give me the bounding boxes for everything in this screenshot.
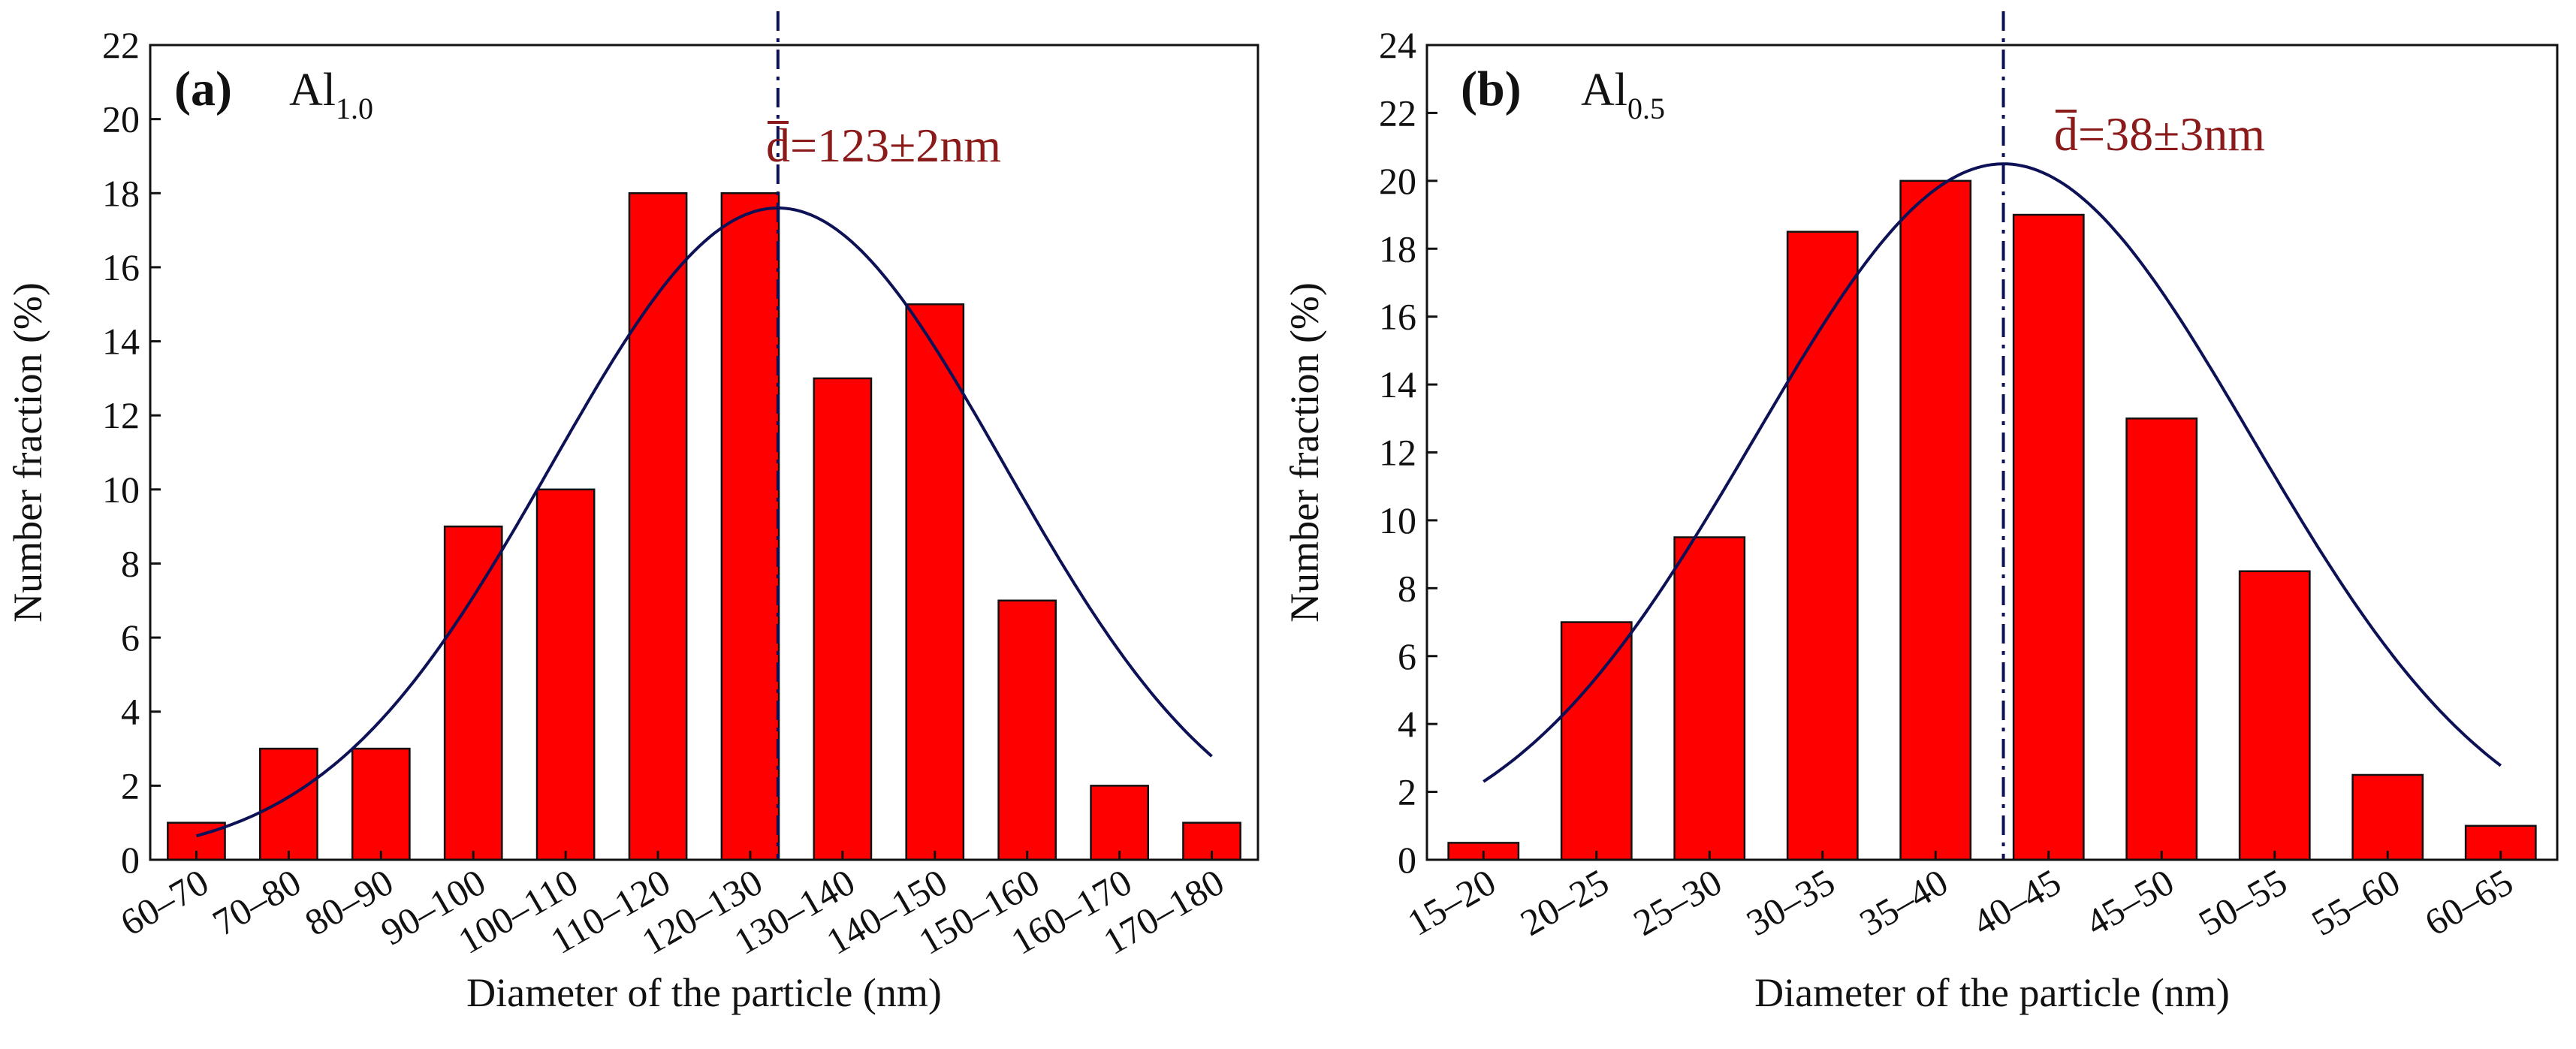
y-tick-label: 12 — [102, 394, 140, 436]
y-tick-label: 4 — [1398, 703, 1416, 745]
panel-label: (b) — [1461, 62, 1522, 116]
mean-annotation: d=38±3nm — [2054, 107, 2265, 161]
bar — [259, 747, 318, 861]
y-tick-label: 8 — [121, 542, 140, 584]
bar — [720, 192, 780, 861]
x-axis-label: Diameter of the particle (nm) — [466, 970, 942, 1015]
bar — [905, 303, 965, 861]
y-tick-label: 6 — [121, 616, 140, 659]
y-tick-label: 10 — [102, 469, 140, 511]
x-tick-label: 60–65 — [2418, 861, 2520, 944]
x-tick-label: 70–80 — [206, 861, 308, 944]
y-tick-label: 16 — [102, 246, 140, 288]
y-axis-label: Number fraction (%) — [5, 282, 50, 622]
x-tick-label: 25–30 — [1626, 861, 1728, 944]
x-axis-label: Diameter of the particle (nm) — [1754, 970, 2230, 1015]
y-tick-label: 12 — [1379, 432, 1416, 474]
y-tick-label: 6 — [1398, 635, 1416, 677]
gaussian-fit-curve — [195, 206, 1213, 838]
y-tick-label: 14 — [1379, 363, 1416, 405]
bar — [1560, 621, 1633, 861]
y-tick-label: 0 — [121, 839, 140, 881]
y-axis-label: Number fraction (%) — [1282, 282, 1327, 622]
series-label: Al1.0 — [289, 65, 373, 125]
bar — [2351, 773, 2424, 861]
y-tick-label: 22 — [102, 24, 140, 66]
bar — [813, 377, 873, 861]
x-tick-label: 40–45 — [1965, 861, 2068, 944]
y-tick-label: 18 — [1379, 228, 1416, 270]
x-tick-label: 45–50 — [2078, 861, 2180, 944]
bar — [535, 488, 596, 861]
series-label-base: Al — [1581, 65, 1627, 116]
y-tick-label: 16 — [1379, 296, 1416, 338]
x-tick-label: 20–25 — [1513, 861, 1615, 944]
mean-symbol: d — [766, 119, 790, 172]
x-tick-label: 30–35 — [1739, 861, 1842, 944]
bar — [1090, 785, 1149, 861]
y-tick-label: 2 — [121, 764, 140, 806]
y-tick-label: 14 — [102, 321, 140, 363]
y-tick-label: 20 — [102, 98, 140, 140]
mean-value: =123±2nm — [790, 119, 1001, 172]
bar — [997, 599, 1057, 861]
x-tick-label: 55–60 — [2304, 861, 2406, 944]
bar — [628, 192, 688, 861]
series-label: Al0.5 — [1581, 65, 1665, 125]
series-label-subscript: 1.0 — [336, 92, 373, 125]
x-tick-label: 50–55 — [2191, 861, 2294, 944]
y-tick-label: 22 — [1379, 92, 1416, 134]
y-tick-label: 0 — [1398, 839, 1416, 881]
panel-a-chart: 024681012141618202260–7070–8080–9090–100… — [5, 11, 1259, 1015]
bar — [1673, 536, 1746, 861]
y-tick-label: 8 — [1398, 567, 1416, 609]
x-tick-label: 35–40 — [1852, 861, 1954, 944]
y-tick-label: 10 — [1379, 499, 1416, 541]
series-label-subscript: 0.5 — [1627, 92, 1665, 125]
mean-value: =38±3nm — [2078, 107, 2265, 161]
bar — [2238, 570, 2311, 861]
bar — [2125, 417, 2198, 861]
bar — [2012, 213, 2085, 861]
bar — [1786, 231, 1859, 861]
panel-label: (a) — [174, 62, 232, 116]
mean-annotation: d=123±2nm — [766, 119, 1001, 172]
plot-frame — [149, 44, 1259, 861]
y-tick-label: 24 — [1379, 24, 1416, 66]
y-tick-label: 18 — [102, 172, 140, 214]
mean-symbol: d — [2054, 107, 2078, 161]
y-tick-label: 20 — [1379, 160, 1416, 202]
series-label-base: Al — [289, 65, 336, 116]
gaussian-fit-curve — [1483, 162, 2502, 783]
bar — [351, 747, 411, 861]
y-tick-label: 2 — [1398, 771, 1416, 813]
bar — [443, 525, 503, 861]
bar — [1899, 179, 1972, 861]
y-tick-label: 4 — [121, 691, 140, 733]
